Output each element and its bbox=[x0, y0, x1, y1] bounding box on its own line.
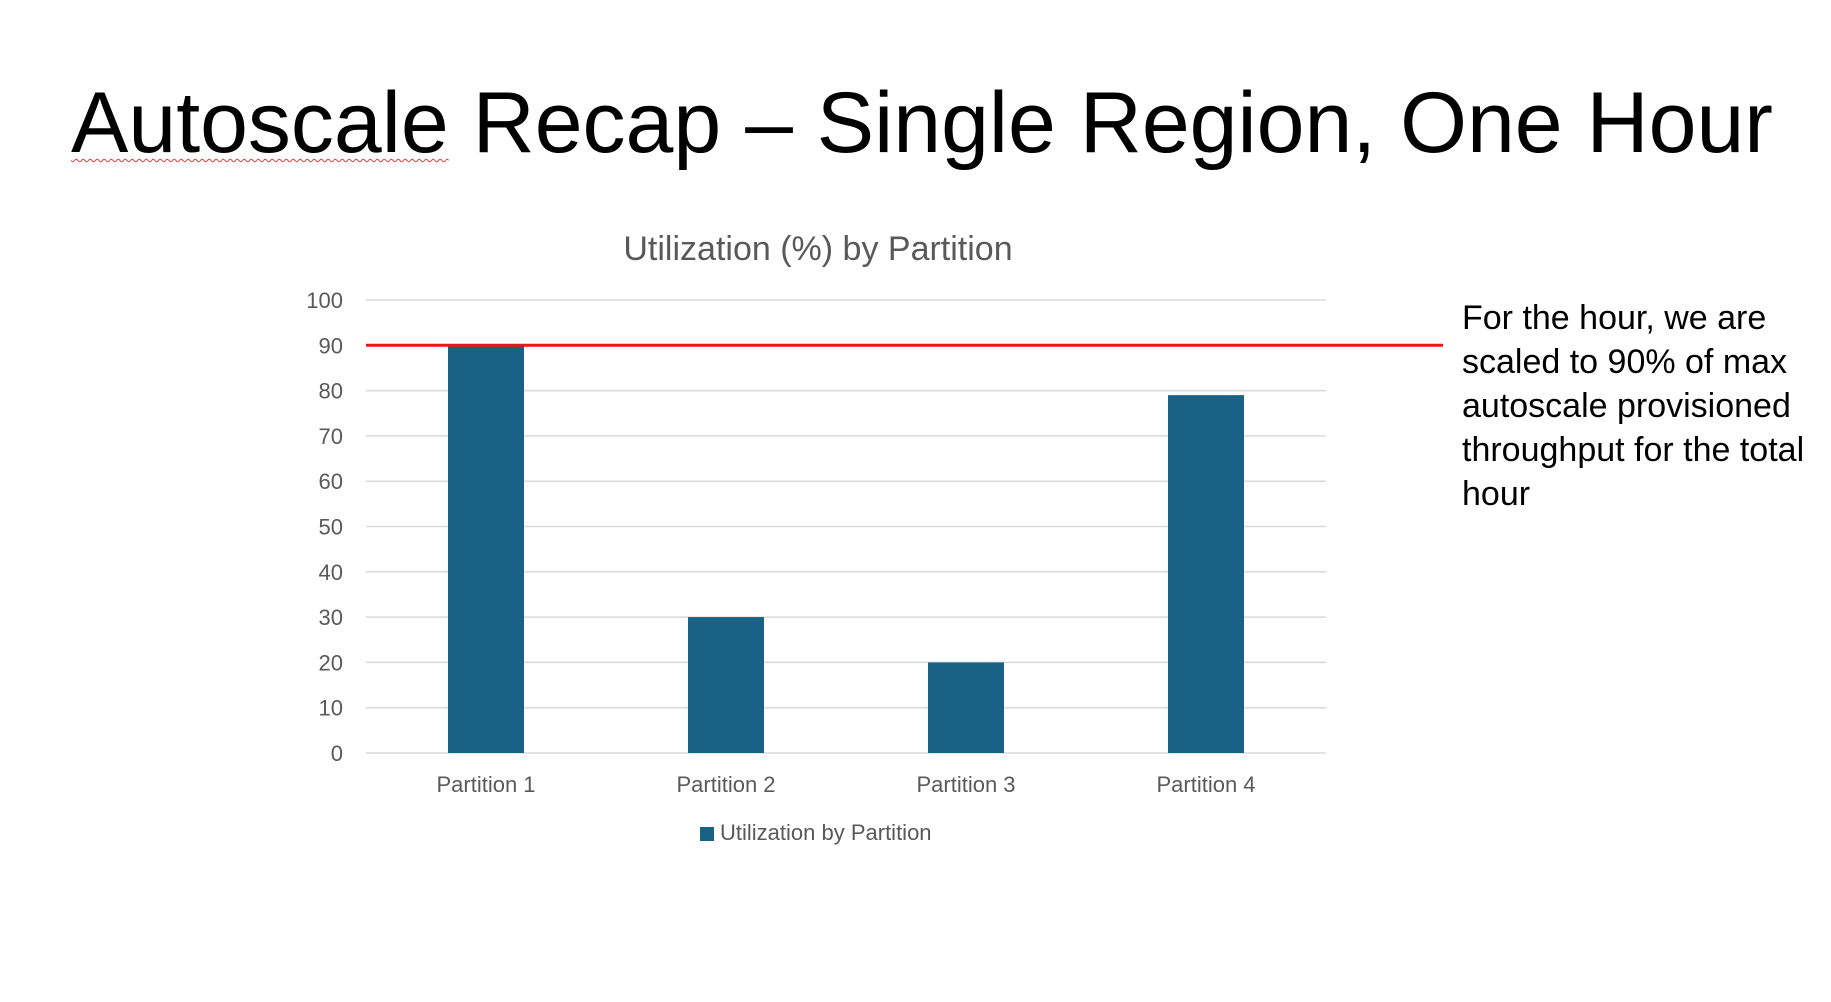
x-axis-ticks: Partition 1 Partition 2 Partition 3 Partiti… bbox=[436, 772, 1255, 797]
bar-3 bbox=[928, 662, 1004, 753]
legend: Utilization by Partition bbox=[700, 820, 932, 845]
x-tick-label: Partition 1 bbox=[436, 772, 535, 797]
y-tick-label: 80 bbox=[319, 379, 343, 404]
y-tick-label: 0 bbox=[331, 741, 343, 766]
slide-title-part2: Recap – Single Region, One Hour bbox=[448, 75, 1773, 171]
bar-1 bbox=[448, 345, 524, 753]
legend-label: Utilization by Partition bbox=[720, 820, 932, 845]
y-tick-label: 90 bbox=[319, 333, 343, 358]
legend-swatch bbox=[700, 827, 714, 841]
bar-4 bbox=[1168, 395, 1244, 753]
y-tick-label: 20 bbox=[319, 650, 343, 675]
x-tick-label: Partition 3 bbox=[916, 772, 1015, 797]
slide-title: Autoscale Recap – Single Region, One Hou… bbox=[71, 72, 1773, 175]
side-note: For the hour, we are scaled to 90% of ma… bbox=[1462, 299, 1805, 513]
chart-title: Utilization (%) by Partition bbox=[623, 230, 1012, 268]
y-tick-label: 50 bbox=[319, 515, 343, 540]
y-tick-label: 60 bbox=[319, 469, 343, 494]
y-axis-ticks: 0 10 20 30 40 50 60 70 80 90 100 bbox=[306, 288, 343, 766]
bars bbox=[448, 345, 1244, 753]
x-tick-label: Partition 4 bbox=[1156, 772, 1255, 797]
bar-2 bbox=[688, 617, 764, 753]
slide-title-part1: Autoscale bbox=[71, 75, 449, 171]
y-tick-label: 30 bbox=[319, 605, 343, 630]
y-tick-label: 100 bbox=[306, 288, 343, 313]
y-tick-label: 40 bbox=[319, 560, 343, 585]
y-tick-label: 70 bbox=[319, 424, 343, 449]
y-tick-label: 10 bbox=[319, 696, 343, 721]
x-tick-label: Partition 2 bbox=[676, 772, 775, 797]
